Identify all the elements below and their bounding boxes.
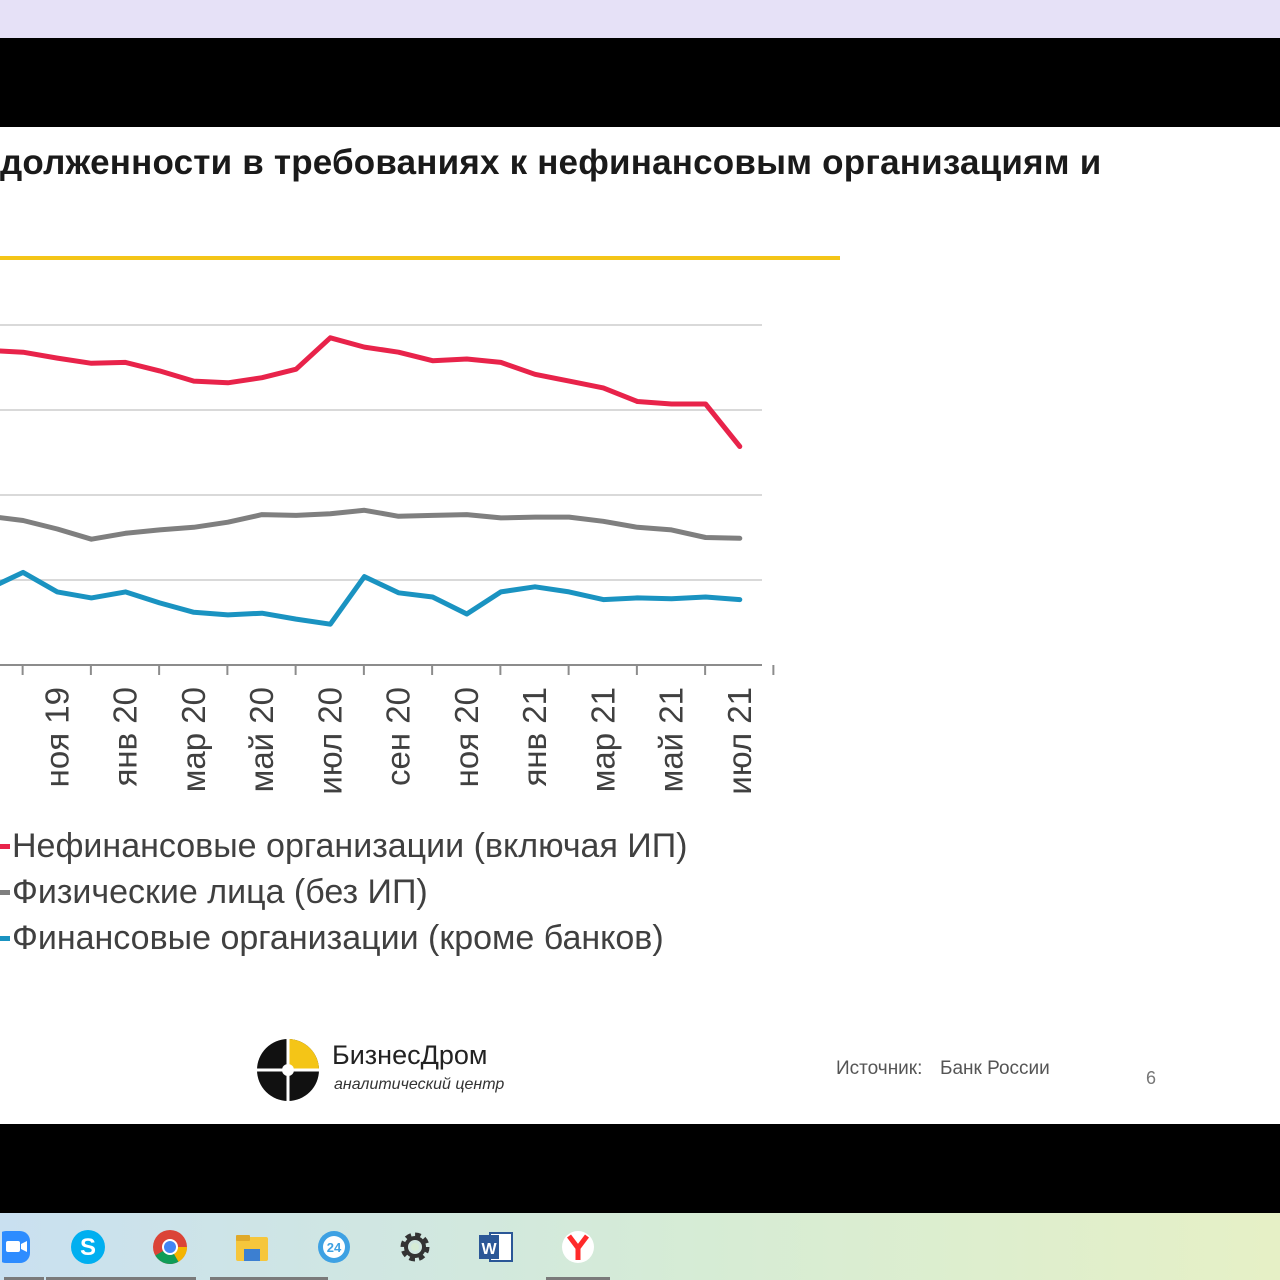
slide [0,127,1280,1124]
line-chart: ноя 19 янв 20 мар 20 май 20 июл 20 сен 20 ноя … [0,324,775,795]
active-app-indicator [4,1277,44,1280]
window-top-strip [0,0,1280,38]
series-line-3 [0,569,743,627]
word-icon[interactable]: W [474,1225,518,1269]
zoom-icon[interactable] [0,1225,44,1269]
chart-gridlines [0,324,762,666]
page-number: 6 [1146,1068,1157,1088]
legend-label: Нефинансовые организации (включая ИП) [12,826,688,865]
yandex-browser-icon[interactable] [556,1225,600,1269]
x-tick-label: май 21 [653,687,690,792]
skype-icon[interactable]: S [66,1225,110,1269]
slide-title: долженности в требованиях к нефинансовым… [0,143,1102,182]
active-app-indicator [46,1277,196,1280]
x-tick-label: сен 20 [380,687,417,786]
chart-x-labels: ноя 19 янв 20 мар 20 май 20 июл 20 сен 20 ноя … [38,687,758,795]
source-label: Источник: [836,1058,923,1079]
x-tick-label: янв 21 [516,687,553,787]
svg-text:S: S [80,1234,96,1261]
legend-item: Нефинансовые организации (включая ИП) [0,826,688,866]
legend-swatch [0,889,10,895]
bizdrom-logo-icon [257,1039,319,1101]
logo-tagline: аналитический центр [334,1076,505,1093]
active-app-indicator [210,1277,328,1280]
taskbar: S 24 W [0,1213,1280,1280]
title-underline [0,256,840,260]
settings-gear-icon[interactable] [393,1225,437,1269]
x-tick-label: ноя 19 [38,687,75,787]
svg-text:W: W [481,1241,497,1258]
legend-item: Финансовые организации (кроме банков) [0,918,664,958]
chart-series [0,335,743,627]
series-line-1 [0,335,743,449]
calendar-24-icon[interactable]: 24 [312,1225,356,1269]
legend-label: Физические лица (без ИП) [12,872,428,911]
legend-label: Финансовые организации (кроме банков) [12,918,664,957]
x-tick-label: янв 20 [107,687,144,787]
source-value: Банк России [940,1058,1050,1079]
x-tick-label: мар 21 [584,687,621,792]
x-tick-label: май 20 [243,687,280,792]
x-tick-label: июл 21 [721,687,758,795]
x-tick-label: мар 20 [175,687,212,792]
chrome-icon[interactable] [148,1225,192,1269]
x-tick-label: июл 20 [311,687,348,795]
chart-x-ticks [21,665,775,675]
active-app-indicator [546,1277,610,1280]
logo-name: БизнесДром [332,1040,488,1070]
svg-text:24: 24 [327,1240,342,1255]
x-tick-label: ноя 20 [448,687,485,787]
series-line-2 [0,507,743,542]
legend-swatch [0,935,10,941]
legend-swatch [0,843,10,849]
legend-item: Физические лица (без ИП) [0,872,428,912]
file-explorer-icon[interactable] [230,1225,274,1269]
